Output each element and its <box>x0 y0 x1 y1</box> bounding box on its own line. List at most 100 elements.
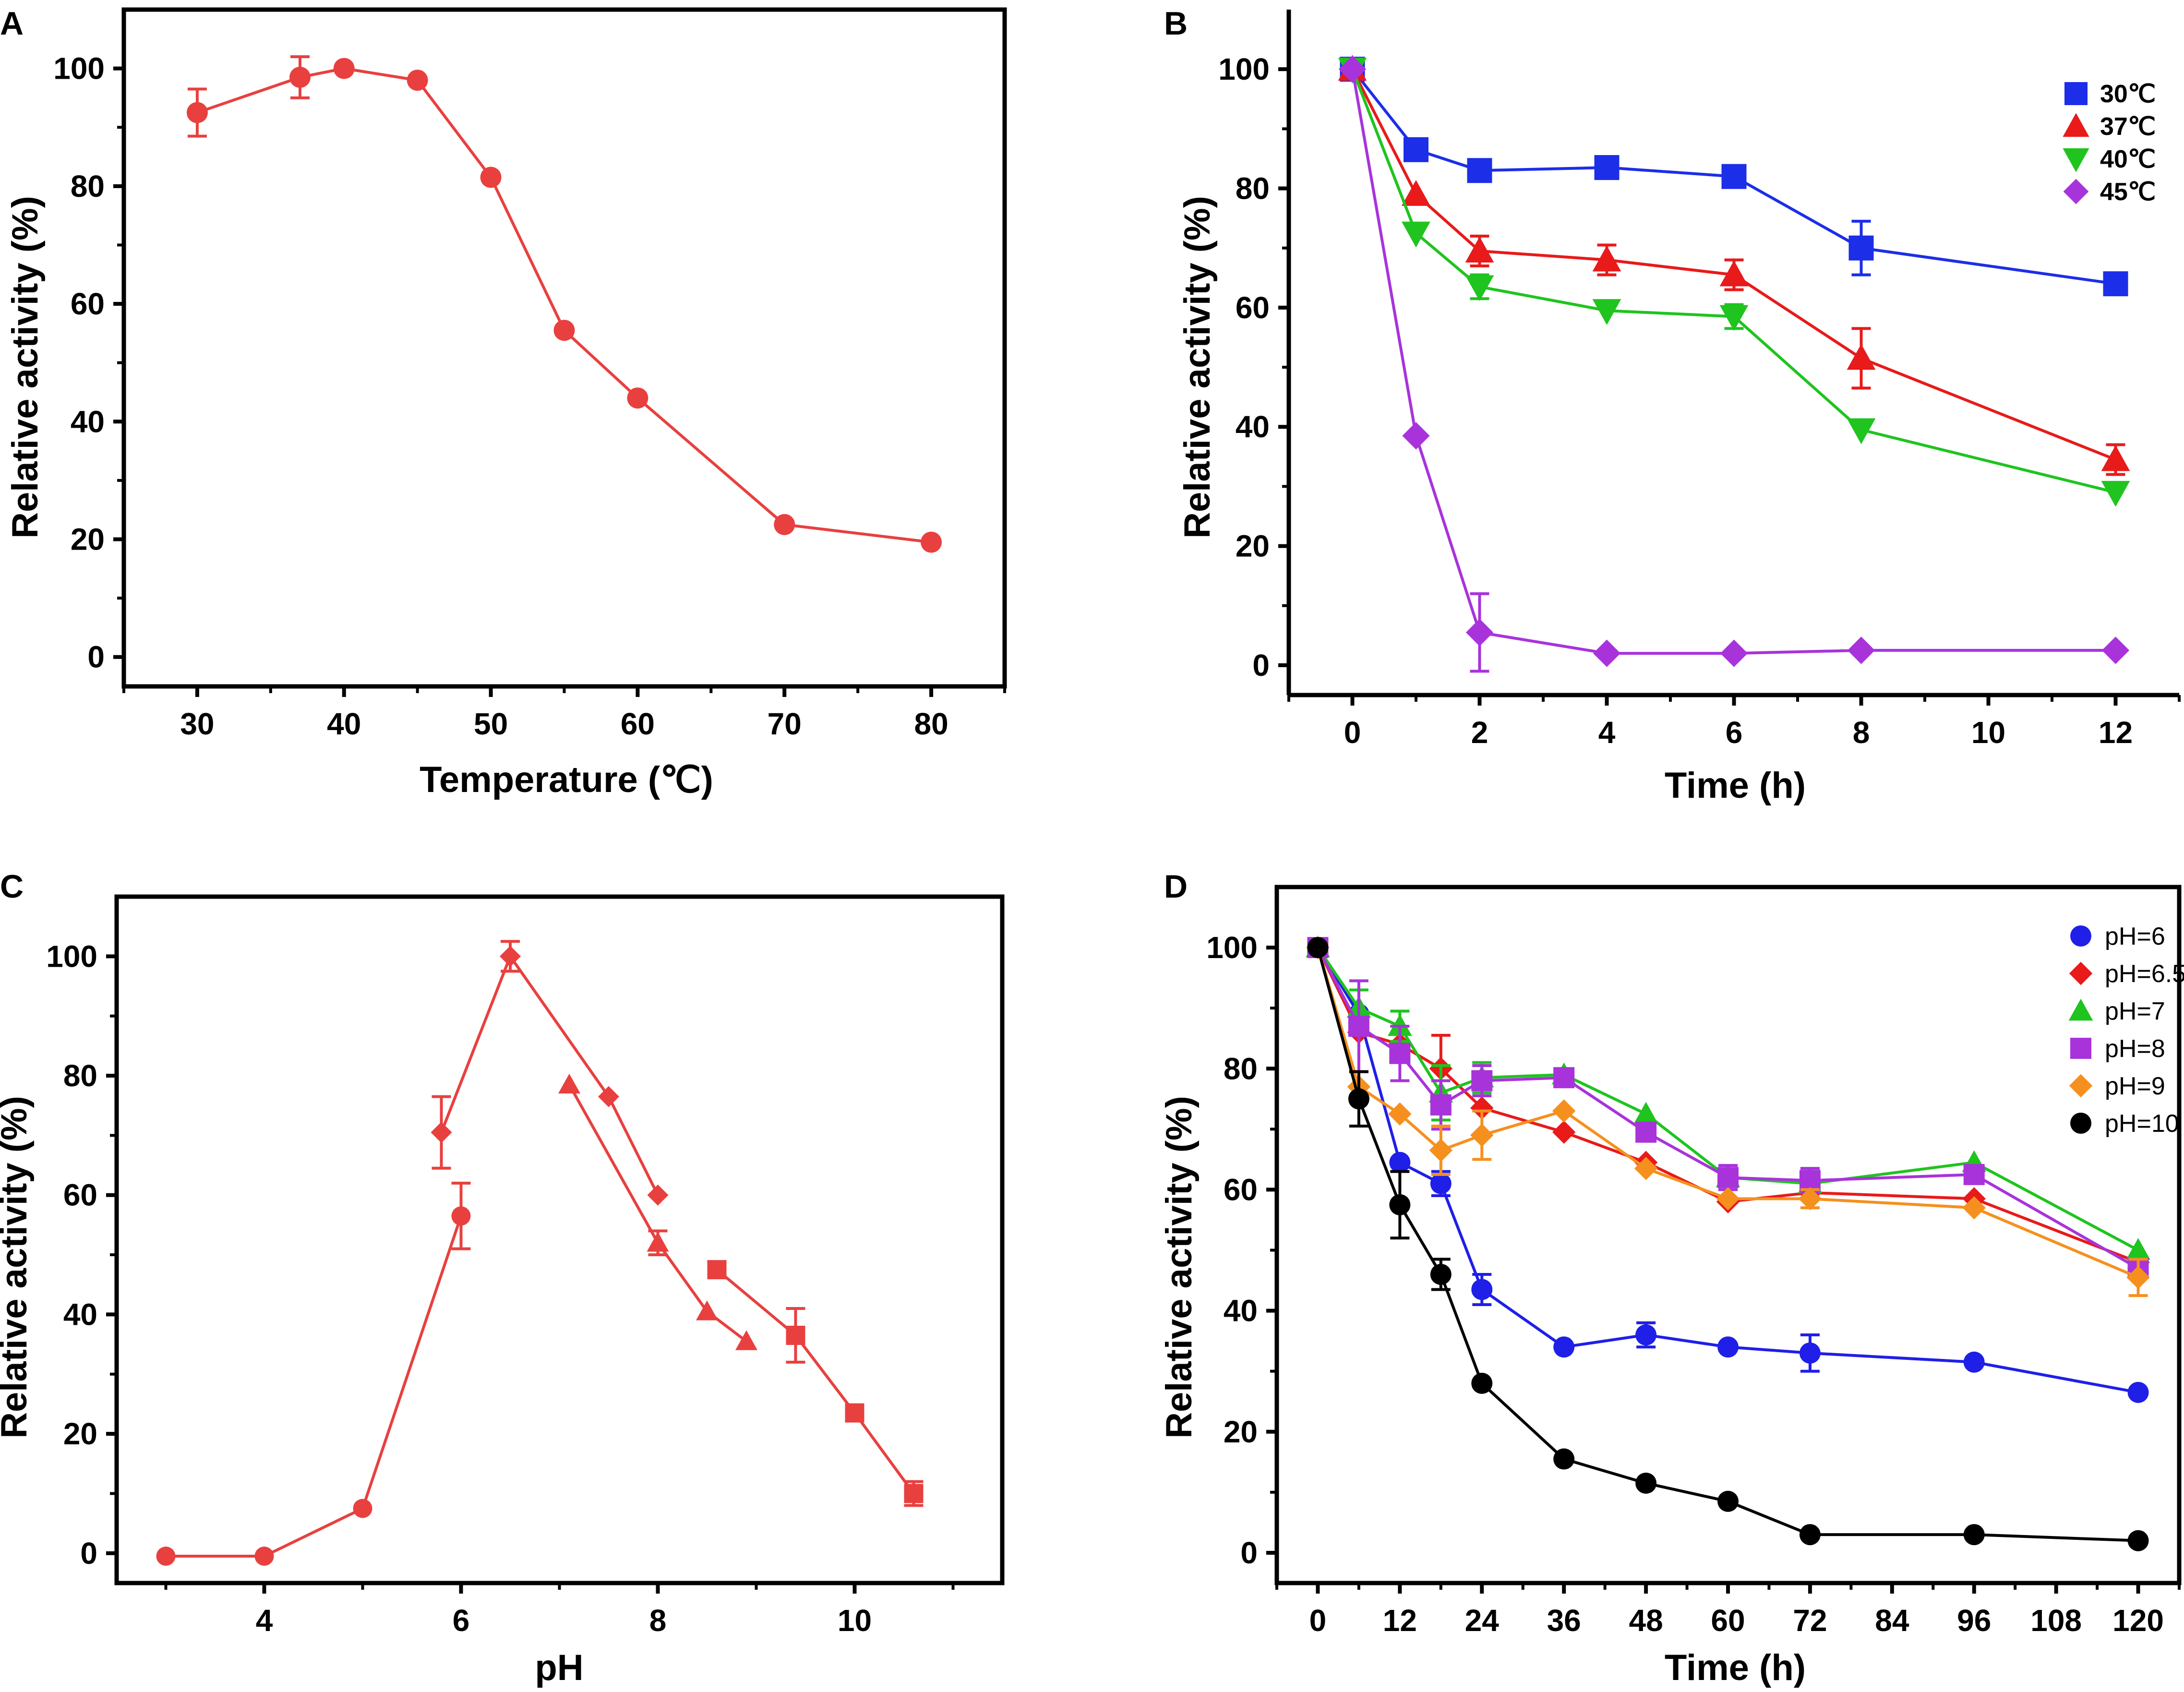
legend-label-d: pH=6 <box>2105 923 2165 950</box>
y-tick-label-d: 40 <box>1224 1294 1258 1328</box>
series-d-5 <box>1307 937 2149 1551</box>
data-point-c <box>647 1232 669 1252</box>
data-point-d <box>1963 1524 1985 1546</box>
series-b-1 <box>1338 55 2130 476</box>
panel-c: C Relative activity (%) pH 0 20 40 60 80 100 4… <box>0 868 1005 1688</box>
data-point-c <box>904 1484 924 1503</box>
panel-letter-a: A <box>0 5 24 42</box>
data-point-b <box>1720 639 1748 667</box>
series-d-3 <box>1307 937 2149 1279</box>
data-point-d <box>1716 1187 1740 1211</box>
data-point-d <box>1471 1372 1493 1394</box>
data-point-d <box>1635 1121 1657 1143</box>
data-point-b <box>1847 344 1876 370</box>
data-point-b <box>1465 275 1494 301</box>
x-axis-title-a: Temperature (℃) <box>420 759 713 800</box>
series-d-4 <box>1306 936 2150 1297</box>
legend-marker-d <box>2069 961 2093 985</box>
data-point-d <box>1717 1490 1739 1512</box>
data-point-b <box>1847 636 1875 664</box>
data-point-a <box>186 102 208 123</box>
x-tick-label-d: 60 <box>1711 1603 1745 1638</box>
y-tick-label-a: 20 <box>71 522 105 556</box>
x-tick-label-a: 50 <box>474 707 508 741</box>
legend-label-d: pH=9 <box>2105 1072 2165 1100</box>
legend-marker-d <box>2070 925 2091 947</box>
data-point-c <box>451 1206 471 1226</box>
data-point-d <box>2126 1238 2150 1260</box>
plot-frame-d <box>1274 885 2182 1585</box>
data-point-b <box>1593 639 1621 667</box>
x-tick-label-b: 12 <box>2099 715 2133 750</box>
data-point-d <box>1634 1157 1658 1180</box>
x-axis-title-c: pH <box>535 1647 583 1688</box>
data-point-b <box>2103 271 2128 297</box>
y-tick-label-c: 20 <box>63 1416 97 1451</box>
data-point-d <box>1717 1336 1739 1358</box>
series-line-c-1 <box>440 953 660 1196</box>
series-line-c-0 <box>166 1215 463 1558</box>
legend-label-d: pH=10 <box>2105 1110 2179 1138</box>
data-point-c <box>845 1403 864 1423</box>
x-tick-label-a: 40 <box>327 707 361 741</box>
data-point-d <box>1635 1472 1657 1494</box>
panel-b: B Relative activity (%) Time (h) 0204060… <box>1164 5 2181 806</box>
data-point-a <box>333 58 355 79</box>
legend-label-d: pH=7 <box>2105 997 2165 1025</box>
data-point-b <box>1402 180 1430 206</box>
data-point-c <box>735 1330 757 1350</box>
series-c-0 <box>156 1181 471 1566</box>
data-point-a <box>627 387 648 409</box>
x-tick-label-d: 48 <box>1629 1603 1663 1638</box>
data-point-c <box>500 946 521 967</box>
data-point-d <box>1348 1016 1369 1037</box>
data-point-b <box>2101 445 2130 471</box>
data-point-d <box>1633 1102 1658 1124</box>
plot-area-b: 0 20 40 60 80 100 0 2 4 6 8 10 12 30℃ 37℃ 40℃ 45℃ <box>1218 10 2181 750</box>
data-point-b <box>1467 158 1492 183</box>
data-point-d <box>1799 1342 1821 1364</box>
data-point-d <box>1389 1043 1411 1064</box>
x-tick-label-c: 6 <box>453 1603 470 1638</box>
data-point-d <box>1348 1088 1369 1110</box>
legend-marker-b <box>2063 113 2089 137</box>
panel-letter-d: D <box>1164 868 1188 905</box>
x-tick-label-d: 0 <box>1309 1603 1327 1638</box>
data-point-d <box>1430 1173 1452 1194</box>
data-point-d <box>1470 1096 1494 1120</box>
data-point-d <box>1388 1102 1412 1126</box>
data-point-d <box>2127 1381 2149 1403</box>
data-point-d <box>1389 1194 1411 1215</box>
x-axis-title-d: Time (h) <box>1665 1647 1806 1688</box>
series-line-b-3 <box>1351 69 2116 655</box>
data-point-d <box>1553 1448 1575 1470</box>
y-tick-label-a: 40 <box>71 404 105 439</box>
data-point-a <box>289 67 311 88</box>
y-tick-label-c: 100 <box>46 939 97 973</box>
legend-marker-b <box>2064 82 2088 105</box>
legend-label-b: 37℃ <box>2100 113 2156 141</box>
x-tick-label-b: 6 <box>1726 715 1743 750</box>
x-tick-label-c: 8 <box>649 1603 667 1638</box>
legend-marker-d <box>2070 1113 2091 1134</box>
x-tick-label-d: 108 <box>2030 1603 2082 1638</box>
y-tick-label-d: 20 <box>1224 1415 1258 1449</box>
legend-label-d: pH=6.5 <box>2105 960 2184 988</box>
data-point-c <box>156 1547 176 1566</box>
data-point-d <box>2127 1530 2149 1551</box>
data-point-d <box>1799 1524 1821 1546</box>
data-point-b <box>1719 260 1749 287</box>
data-point-c <box>696 1300 718 1320</box>
x-tick-label-c: 10 <box>838 1603 872 1638</box>
data-point-d <box>1389 1152 1411 1173</box>
y-tick-label-b: 80 <box>1236 171 1270 206</box>
legend-marker-d <box>2068 998 2093 1021</box>
data-point-b <box>1594 155 1620 180</box>
y-axis-title-b: Relative activity (%) <box>1177 196 1218 539</box>
series-c-3 <box>707 1260 924 1507</box>
data-point-b <box>1465 619 1494 647</box>
y-tick-label-d: 100 <box>1206 930 1258 965</box>
data-point-b <box>1465 237 1494 263</box>
series-line-c-3 <box>716 1268 915 1495</box>
legend-marker-d <box>2070 1038 2091 1059</box>
